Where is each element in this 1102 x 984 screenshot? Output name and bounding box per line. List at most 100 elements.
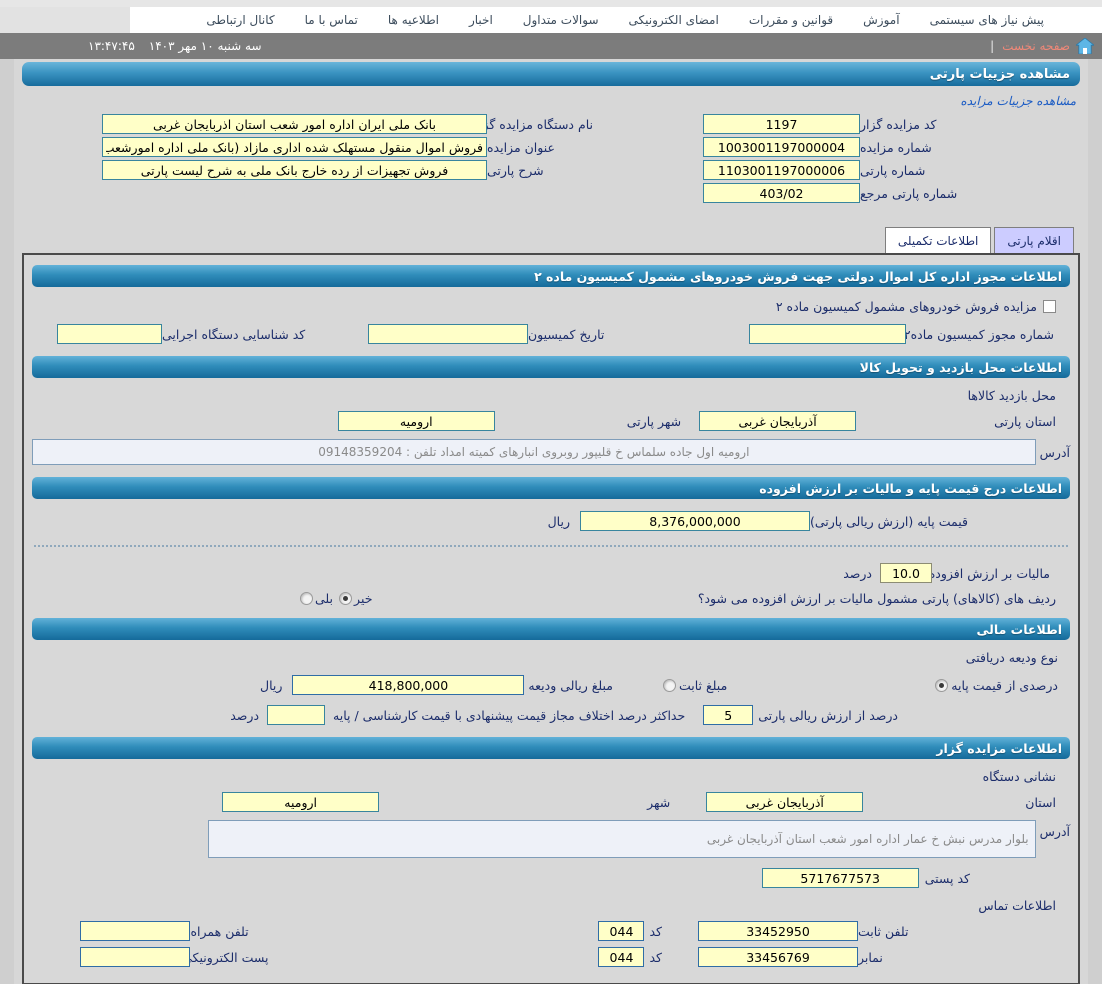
auctioneer-city-field[interactable] (222, 792, 380, 812)
fax-area-code-field[interactable] (598, 947, 645, 967)
exec-agency-code-label: کد شناسایی دستگاه اجرایی (162, 326, 306, 342)
party-province-label: استان پارتی (994, 413, 1056, 429)
email-label: پست الکترونیکی (182, 949, 269, 965)
deposit-amount-field[interactable] (292, 675, 525, 695)
auction-number-field[interactable] (703, 137, 860, 157)
auctioneer-address-label: آدرس (1039, 824, 1070, 839)
section-header-permit: اطلاعات مجوز اداره کل اموال دولتی جهت فر… (32, 265, 1070, 287)
deposit-percent-radio[interactable] (935, 678, 949, 692)
mobile-field[interactable] (80, 921, 191, 941)
auctioneer-address-field[interactable] (207, 820, 1036, 858)
section-header-location: اطلاعات محل بازدید و تحویل کالا (32, 356, 1070, 378)
visit-place-label: محل بازدید کالاها (967, 388, 1056, 403)
article2-commission-checkbox-label: مزایده فروش خودروهای مشمول کمیسیون ماده … (775, 299, 1037, 314)
agency-name-field[interactable] (102, 114, 487, 134)
main-content: مشاهده جزییات پارتی مشاهده جزییات مزایده… (14, 59, 1088, 984)
vat-no-radio[interactable] (339, 592, 353, 605)
phone-area-code-label: کد (649, 923, 662, 939)
phone-label: تلفن ثابت (858, 923, 909, 939)
auction-title-label: عنوان مزایده (487, 139, 555, 155)
menu-item-news[interactable]: اخبار (468, 13, 493, 27)
vat-yes-label: بلی (315, 591, 334, 606)
page-title: مشاهده جزییات پارتی (22, 62, 1080, 86)
menu-item-contact-us[interactable]: تماس با ما (304, 13, 358, 27)
menu-item-esignature[interactable]: امضای الکترونیکی (628, 13, 719, 27)
max-price-diff-field[interactable] (267, 705, 326, 725)
email-field[interactable] (80, 947, 191, 967)
article2-commission-checkbox[interactable] (1043, 300, 1056, 313)
vat-label: مالیات بر ارزش افزوده (928, 565, 1050, 581)
party-city-field[interactable] (337, 411, 495, 431)
vat-percent-field[interactable] (880, 563, 932, 583)
vat-percent-unit: درصد (843, 565, 872, 581)
vat-no-label: خیر (354, 591, 373, 606)
deposit-type-label: نوع ودیعه دریافتی (965, 650, 1058, 665)
auction-number-label: شماره مزایده (860, 139, 932, 155)
party-city-label: شهر پارتی (626, 413, 682, 429)
party-ref-number-label: شماره پارتی مرجع (860, 185, 958, 201)
visit-address-label: آدرس (1039, 444, 1070, 460)
vat-question-label: ردیف های (کالاهای) پارتی مشمول مالیات بر… (697, 591, 1056, 606)
exec-agency-code-field[interactable] (57, 324, 162, 344)
menu-item-faq[interactable]: سوالات متداول (522, 13, 599, 27)
party-description-label: شرح پارتی (487, 162, 544, 178)
section-header-financial: اطلاعات مالی (32, 618, 1070, 640)
phone-area-code-field[interactable] (598, 921, 645, 941)
deposit-fixed-radio[interactable] (663, 678, 676, 692)
permit-number-field[interactable] (749, 324, 906, 344)
base-price-field[interactable] (580, 511, 810, 531)
summary-fields: کد مزایده گزار نام دستگاه مزایده گزار شم… (22, 114, 1080, 203)
contact-info-label: اطلاعات تماس (978, 898, 1056, 913)
mobile-label: تلفن همراه (190, 923, 249, 939)
party-province-field[interactable] (699, 411, 857, 431)
deposit-percent-of-value-field[interactable] (703, 705, 754, 725)
party-description-field[interactable] (102, 160, 487, 180)
section-header-price: اطلاعات درج قیمت پایه و مالیات بر ارزش ا… (32, 477, 1070, 499)
auction-details-link[interactable]: مشاهده جزییات مزایده (960, 94, 1076, 108)
postal-code-label: کد پستی (924, 870, 970, 886)
menu-item-announcements[interactable]: اطلاعیه ها (387, 13, 439, 27)
party-number-label: شماره پارتی (860, 162, 926, 178)
menu-item-rules[interactable]: قوانین و مقررات (748, 13, 834, 27)
menu-item-system-prerequisites[interactable]: پیش نیاز های سیستمی (929, 13, 1044, 27)
section-header-auctioneer: اطلاعات مزایده گزار (32, 737, 1070, 759)
auction-title-field[interactable] (102, 137, 487, 157)
deposit-fixed-option-label: مبلغ ثابت (679, 677, 728, 693)
top-strip (0, 0, 1102, 7)
menu-item-training[interactable]: آموزش (863, 13, 900, 27)
phone-field[interactable] (698, 921, 858, 941)
home-link[interactable]: صفحه نخست (1002, 39, 1070, 53)
max-price-diff-percent-unit: درصد (230, 707, 260, 723)
home-icon[interactable] (1076, 38, 1094, 54)
auctioneer-city-label: شهر (647, 794, 671, 810)
tab-party-items[interactable]: اقلام پارتی (994, 227, 1074, 253)
fax-area-code-label: کد (649, 949, 662, 965)
deposit-percent-of-value-label: درصد از ارزش ریالی پارتی (758, 707, 898, 723)
vat-yes-radio[interactable] (300, 592, 313, 605)
commission-date-field[interactable] (368, 324, 528, 344)
max-price-diff-label: حداکثر درصد اختلاف مجاز قیمت پیشنهادی با… (333, 707, 686, 723)
dotted-divider (34, 545, 1068, 547)
fax-label: نمابر (858, 949, 883, 965)
fax-field[interactable] (698, 947, 858, 967)
deposit-amount-label: مبلغ ریالی ودیعه (528, 677, 613, 693)
postal-code-field[interactable] (761, 868, 919, 888)
permit-number-label: شماره مجوز کمیسیون ماده۲ (903, 326, 1054, 342)
current-time: ۱۳:۴۷:۴۵ (88, 39, 135, 53)
menu-item-communication-channel[interactable]: کانال ارتباطی (206, 13, 275, 27)
party-number-field[interactable] (703, 160, 860, 180)
visit-address-field[interactable] (32, 439, 1036, 465)
top-menu: پیش نیاز های سیستمی آموزش قوانین و مقررا… (0, 7, 1102, 33)
tab-bar: اقلام پارتی اطلاعات تکمیلی (22, 227, 1080, 253)
base-price-label: قیمت پایه (ارزش ریالی پارتی) (810, 513, 968, 529)
base-price-rial-unit: ریال (547, 513, 570, 529)
menu-left-gray-block (0, 7, 130, 33)
bidder-code-field[interactable] (703, 114, 860, 134)
auctioneer-province-field[interactable] (706, 792, 864, 812)
party-ref-number-field[interactable] (703, 183, 860, 203)
bidder-code-label: کد مزایده گزار (860, 116, 937, 132)
auctioneer-province-label: استان (1025, 794, 1056, 810)
current-date: سه شنبه ۱۰ مهر ۱۴۰۳ (148, 39, 262, 53)
tab-additional-info[interactable]: اطلاعات تکمیلی (884, 227, 992, 253)
